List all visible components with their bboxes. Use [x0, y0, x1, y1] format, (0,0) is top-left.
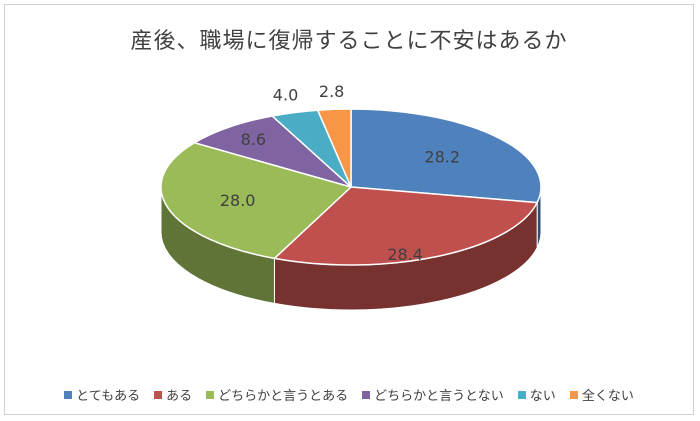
data-label-4: 8.6: [241, 130, 266, 149]
data-label-2: 28.4: [387, 245, 423, 264]
pie-slice-3: [160, 141, 353, 260]
pie-slice-4: [192, 115, 352, 188]
legend-swatch: [569, 390, 578, 399]
legend-label: どちらかと言うとある: [218, 389, 349, 404]
chart-legend: とてもある ある どちらかと言うとある どちらかと言うとない ない 全くない: [5, 385, 693, 404]
data-label-6: 2.8: [319, 82, 344, 101]
chart-frame: 産後、職場に復帰することに不安はあるか 28.2 28.4 28.0 8.6 4.0 2.…: [4, 4, 694, 415]
legend-item-3: どちらかと言うとある: [206, 385, 348, 404]
data-label-3: 28.0: [220, 191, 256, 210]
legend-swatch: [517, 390, 526, 399]
pie-chart: 28.2 28.4 28.0 8.6 4.0 2.8: [160, 82, 542, 311]
legend-label: とてもある: [76, 389, 141, 404]
legend-swatch: [362, 390, 371, 399]
pie-slice-1: [350, 108, 542, 204]
legend-label: どちらかと言うとない: [374, 389, 504, 404]
legend-label: ある: [166, 389, 193, 404]
pie-slice-2: [272, 186, 539, 266]
legend-item-2: ある: [154, 385, 192, 404]
pie-slice-6: [316, 108, 352, 188]
legend-label: ない: [529, 389, 556, 404]
legend-item-4: どちらかと言うとない: [362, 385, 504, 404]
data-label-5: 4.0: [273, 86, 298, 105]
legend-swatch: [154, 390, 163, 399]
legend-swatch: [206, 390, 215, 399]
legend-label: 全くない: [581, 389, 634, 404]
data-label-1: 28.2: [424, 147, 460, 166]
legend-item-1: とてもある: [64, 385, 140, 404]
chart-title: 産後、職場に復帰することに不安はあるか: [130, 29, 568, 54]
legend-swatch: [64, 390, 73, 399]
legend-item-6: 全くない: [569, 385, 634, 404]
legend-item-5: ない: [517, 385, 556, 404]
